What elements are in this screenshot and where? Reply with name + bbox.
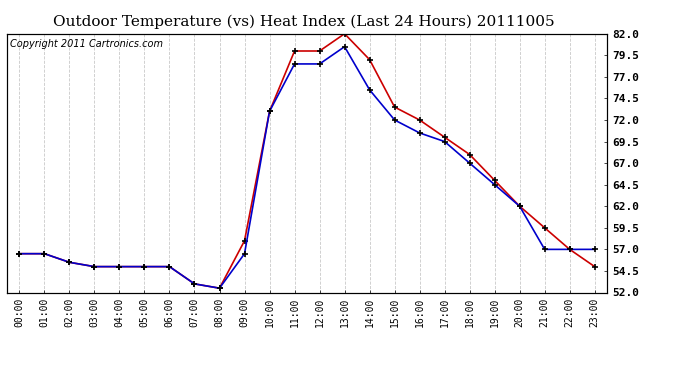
- Text: Outdoor Temperature (vs) Heat Index (Last 24 Hours) 20111005: Outdoor Temperature (vs) Heat Index (Las…: [53, 15, 554, 29]
- Text: Copyright 2011 Cartronics.com: Copyright 2011 Cartronics.com: [10, 39, 163, 49]
